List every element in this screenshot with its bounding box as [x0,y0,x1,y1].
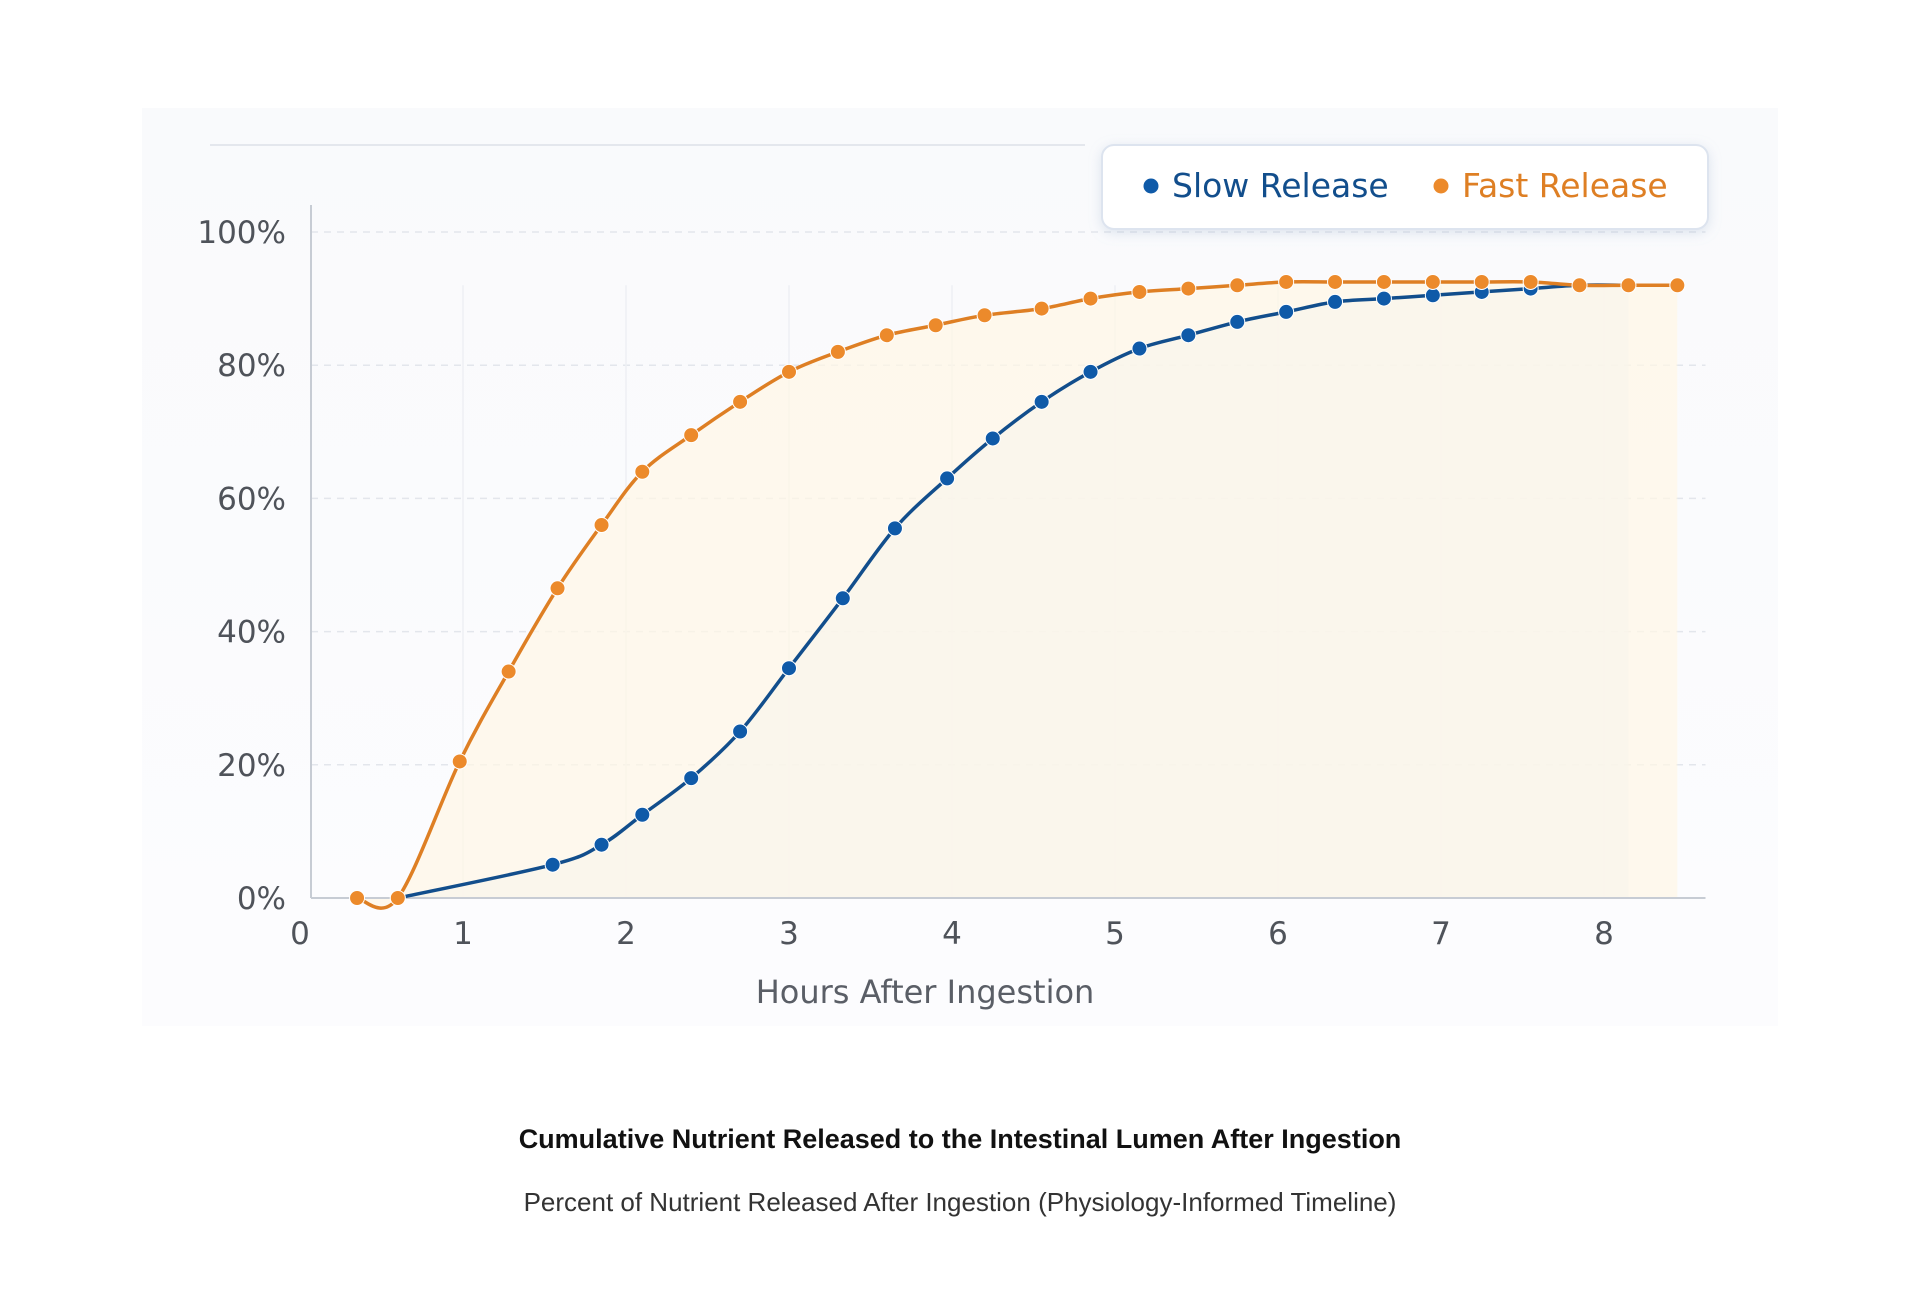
y-tick-label: 20% [217,748,286,784]
fast-release-point [683,427,700,444]
series [349,273,1686,910]
legend-label-fast-release: Fast Release [1462,166,1668,205]
slow-release-point [834,590,851,607]
legend-box [1101,144,1709,230]
slow-release-point [1033,393,1050,410]
fast-release-point [1229,277,1246,294]
slow-release-point [732,723,749,740]
y-tick-label: 100% [197,215,286,251]
legend-label-slow-release: Slow Release [1172,166,1389,205]
slow-release-point [1082,363,1099,380]
x-tick-label: 7 [1431,916,1451,952]
fast-release-point [1327,273,1344,290]
x-tick-label: 0 [290,916,310,952]
fast-release-point [829,343,846,360]
legend: Slow Release Fast Release [1101,144,1709,230]
x-tick-labels: 0 1 2 3 4 5 6 7 8 [290,916,1614,952]
fast-release-point [1473,273,1490,290]
fast-release-point [927,317,944,334]
fast-release-point [1571,277,1588,294]
fast-release-point [500,663,517,680]
x-tick-label: 1 [453,916,473,952]
slow-release-point [544,856,561,873]
slow-release-point [939,470,956,487]
fast-release-point [634,463,651,480]
fast-release-point [451,753,468,770]
fast-release-point [781,363,797,380]
fast-release-point [976,307,993,324]
figure-subtitle: Percent of Nutrient Released After Inges… [523,1187,1397,1217]
legend-marker-fast-release [1433,178,1449,194]
slow-release-point [1229,313,1246,330]
fast-release-point [1424,273,1441,290]
y-tick-label: 40% [217,615,286,651]
legend-marker-slow-release [1143,178,1159,194]
x-axis-label: Hours After Ingestion [756,973,1095,1011]
fast-release-point [1131,283,1148,300]
fast-release-point [1278,273,1295,290]
y-tick-label: 0% [237,881,286,917]
x-tick-label: 6 [1268,916,1288,952]
slow-release-point [1180,327,1197,344]
fast-release-point [1082,290,1099,307]
fast-release-point [389,890,406,906]
fast-release-point [1033,300,1050,317]
fast-release-point [732,393,749,410]
fast-release-point [1620,277,1637,294]
slow-release-point [886,520,903,537]
slow-release-point [634,806,651,823]
x-tick-label: 5 [1105,916,1125,952]
figure-title: Cumulative Nutrient Released to the Inte… [518,1124,1402,1154]
x-tick-label: 2 [616,916,636,952]
y-tick-label: 80% [217,348,286,384]
y-tick-label: 60% [217,481,286,517]
fast-release-point [349,890,366,906]
fast-release-point [878,327,895,344]
slow-release-point [1327,293,1344,310]
slow-release-point [683,770,700,787]
fast-release-point [1180,280,1197,297]
fast-release-point [1522,273,1539,290]
slow-release-point [1375,290,1392,307]
series-fast-release [349,273,1686,910]
axes [310,205,1706,899]
y-tick-labels: 0% 20% 40% 60% 80% 100% [197,215,286,917]
fast-release-point [549,580,566,597]
slow-release-point [593,836,610,853]
slow-release-point [1131,340,1148,357]
x-tick-label: 8 [1594,916,1614,952]
slow-release-point [781,660,797,677]
slow-release-point [1424,287,1441,304]
x-tick-label: 4 [942,916,962,952]
slow-release-point [984,430,1001,447]
x-tick-label: 3 [779,916,799,952]
fast-release-point [1375,273,1392,290]
slow-release-point [1278,303,1295,320]
fast-release-point [593,517,610,534]
fast-release-point [1669,277,1686,294]
